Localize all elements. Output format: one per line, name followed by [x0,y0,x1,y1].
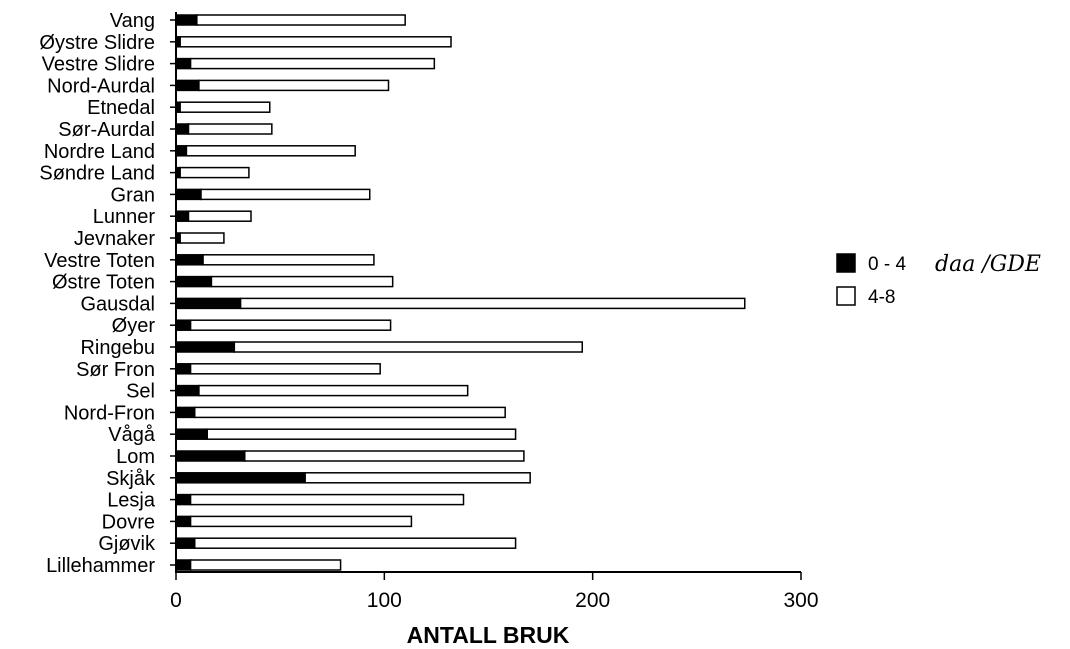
bar-sor-fron-series-2 [191,364,381,374]
bar-sor-aurdal-series-1 [176,124,189,134]
category-label-vaga: Vågå [108,424,156,446]
bar-sel-series-2 [199,386,468,396]
category-label-sel: Sel [126,381,155,403]
category-label-nord-aurdal: Nord-Aurdal [47,75,155,97]
bar-oyer-series-2 [191,320,391,330]
bar-sel-series-1 [176,386,199,396]
bar-sondre-land-series-2 [180,168,249,178]
bar-dovre-series-2 [191,516,412,526]
category-label-gran: Gran [111,184,155,206]
category-label-lunner: Lunner [93,206,156,228]
category-label-oystre-slidre: Øystre Slidre [39,32,155,54]
legend-label-4-8: 4-8 [868,287,895,308]
bar-oyer-series-1 [176,320,191,330]
bar-vestre-toten-series-1 [176,255,203,265]
bar-gjovik-series-1 [176,538,195,548]
bar-nordre-land-series-1 [176,146,186,156]
category-label-vang: Vang [110,10,155,32]
bar-nord-fron-series-2 [195,407,505,417]
bar-lunner-series-2 [189,211,252,221]
category-label-nordre-land: Nordre Land [44,141,155,163]
bar-nordre-land-series-2 [186,146,355,156]
category-label-etnedal: Etnedal [87,97,155,119]
x-tick-label-100: 100 [367,589,402,612]
x-tick-label-0: 0 [170,589,182,612]
x-tick-labels: 0 100 200 300 [170,589,818,612]
bar-vang-series-1 [176,15,197,25]
bar-lesja-series-1 [176,495,191,505]
bar-nord-fron-series-1 [176,407,195,417]
bar-etnedal-series-2 [180,102,270,112]
category-label-vestre-slidre: Vestre Slidre [42,54,155,76]
bar-nord-aurdal-series-2 [199,80,389,90]
bar-vestre-slidre-series-2 [191,59,435,69]
bar-gran-series-2 [201,189,370,199]
category-label-vestre-toten: Vestre Toten [44,250,155,272]
bar-gausdal-series-2 [241,298,745,308]
legend-unit-annotation: daa /GDE [935,252,1041,277]
category-label-oyer: Øyer [112,315,156,337]
category-label-lillehammer: Lillehammer [46,555,155,577]
bar-lom-series-2 [245,451,524,461]
category-label-gausdal: Gausdal [81,293,156,315]
category-label-nord-fron: Nord-Fron [64,402,155,424]
bar-vestre-toten-series-2 [203,255,374,265]
x-tick-label-200: 200 [575,589,610,612]
bar-skjak-series-2 [305,473,530,483]
bar-dovre-series-1 [176,516,191,526]
bar-lesja-series-2 [191,495,464,505]
bar-ringebu-series-1 [176,342,234,352]
category-label-sondre-land: Søndre Land [39,163,155,185]
bar-ringebu-series-2 [234,342,582,352]
category-label-sor-aurdal: Sør-Aurdal [58,119,155,141]
bar-lillehammer-series-1 [176,560,191,570]
legend: 0 - 4 daa /GDE 4-8 [837,252,1041,308]
x-tick-label-300: 300 [783,589,818,612]
category-label-gjovik: Gjøvik [98,533,156,555]
bar-lom-series-1 [176,451,245,461]
legend-swatch-4-8 [837,287,855,305]
legend-swatch-0-4 [837,254,855,272]
bar-vaga-series-1 [176,429,207,439]
bars [176,15,745,570]
bar-gjovik-series-2 [195,538,516,548]
bar-ostre-toten-series-2 [211,277,392,287]
bar-sor-aurdal-series-2 [189,124,272,134]
bar-oystre-slidre-series-2 [180,37,451,47]
bar-sor-fron-series-1 [176,364,191,374]
bar-ostre-toten-series-1 [176,277,211,287]
bar-jevnaker-series-2 [180,233,224,243]
bar-vaga-series-2 [207,429,515,439]
bar-nord-aurdal-series-1 [176,80,199,90]
bar-gran-series-1 [176,189,201,199]
legend-label-0-4: 0 - 4 [868,254,906,275]
category-label-lesja: Lesja [107,490,156,512]
category-label-lom: Lom [116,446,155,468]
category-label-sor-fron: Sør Fron [76,359,155,381]
category-label-skjak: Skjåk [106,468,156,490]
bar-lunner-series-1 [176,211,189,221]
category-label-jevnaker: Jevnaker [74,228,155,250]
category-label-ostre-toten: Østre Toten [52,272,155,294]
bar-lillehammer-series-2 [191,560,341,570]
category-label-dovre: Dovre [102,511,155,533]
bar-gausdal-series-1 [176,298,241,308]
x-axis-label: ANTALL BRUK [407,622,570,648]
category-label-ringebu: Ringebu [80,337,155,359]
bar-skjak-series-1 [176,473,305,483]
bar-vestre-slidre-series-1 [176,59,191,69]
bar-vang-series-2 [197,15,405,25]
